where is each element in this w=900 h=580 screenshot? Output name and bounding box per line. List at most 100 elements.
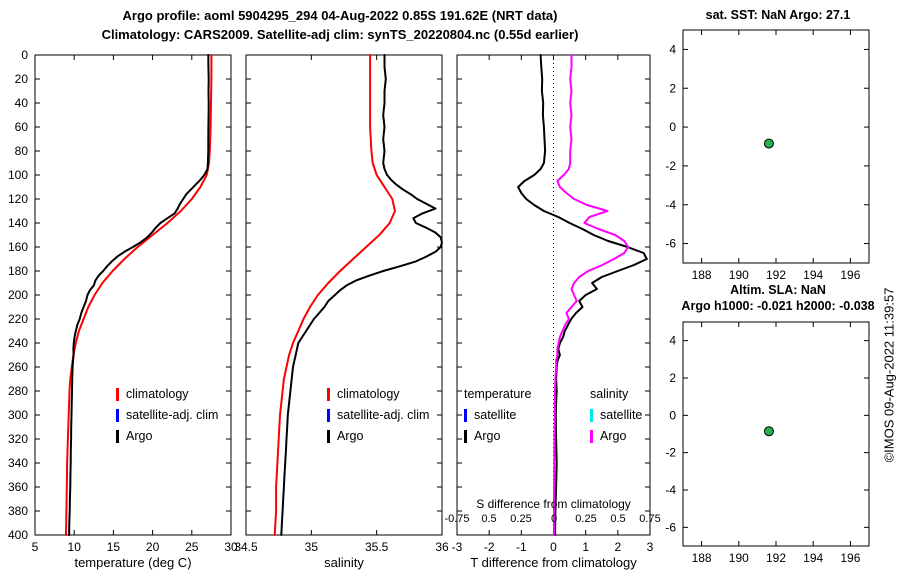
sdiff-tick-label: 0.75 (639, 513, 661, 525)
svg-text:35.5: 35.5 (365, 540, 389, 554)
svg-text:3: 3 (647, 540, 654, 554)
svg-text:-2: -2 (665, 446, 676, 460)
svg-text:280: 280 (8, 384, 28, 398)
svg-text:188: 188 (692, 551, 712, 565)
sdiff-tick-label: 0.25 (510, 513, 532, 525)
salinity-panel-legend: climatology satellite-adj. clim Argo (327, 384, 429, 447)
sdiff-tick-label: 0 (550, 513, 558, 525)
legend-label: climatology (337, 387, 400, 401)
svg-text:188: 188 (692, 268, 712, 282)
svg-text:20: 20 (15, 72, 29, 86)
svg-text:380: 380 (8, 504, 28, 518)
temperature-panel-legend: climatology satellite-adj. clim Argo (116, 384, 218, 447)
svg-text:200: 200 (8, 288, 28, 302)
legend-label: Argo (337, 429, 364, 443)
svg-text:-3: -3 (452, 540, 463, 554)
svg-text:120: 120 (8, 192, 28, 206)
svg-text:0: 0 (669, 408, 676, 422)
sdiff-tick-label: -0.75 (444, 513, 470, 525)
salinity-axis-label: salinity (324, 555, 364, 570)
legend-label: satellite-adj. clim (337, 408, 430, 422)
svg-text:15: 15 (107, 540, 121, 554)
legend-header-temperature: temperature (464, 387, 532, 401)
argo-line-swatch (327, 430, 330, 443)
satellite-adj-line-swatch (116, 409, 119, 422)
svg-text:194: 194 (803, 551, 823, 565)
svg-text:80: 80 (15, 144, 29, 158)
svg-text:-4: -4 (665, 483, 676, 497)
svg-text:-2: -2 (665, 159, 676, 173)
figure-title-line1: Argo profile: aoml 5904295_294 04-Aug-20… (122, 8, 558, 23)
legend-label: satellite (474, 408, 517, 422)
svg-text:5: 5 (32, 540, 39, 554)
legend-label: satellite (600, 408, 643, 422)
svg-text:196: 196 (840, 551, 860, 565)
sla-map-title-line1: Altim. SLA: NaN (730, 283, 826, 297)
tdiff-salinity-legend: salinity satellite Argo (590, 384, 642, 447)
svg-text:-6: -6 (665, 237, 676, 251)
svg-text:4: 4 (669, 42, 676, 56)
tdiff-axis-label: T difference from climatology (470, 555, 637, 570)
legend-item-satellite: satellite (590, 405, 642, 426)
svg-text:0: 0 (21, 48, 28, 62)
legend-item-argo: Argo (464, 426, 531, 447)
svg-text:2: 2 (669, 81, 676, 95)
svg-text:400: 400 (8, 528, 28, 542)
legend-label: Argo (600, 429, 627, 443)
svg-text:160: 160 (8, 240, 28, 254)
tdiff-temperature-legend: temperature satellite Argo (464, 384, 531, 447)
legend-item-argo: Argo (116, 426, 218, 447)
legend-item-argo: Argo (327, 426, 429, 447)
svg-text:10: 10 (68, 540, 82, 554)
svg-text:36: 36 (435, 540, 449, 554)
svg-text:320: 320 (8, 432, 28, 446)
svg-text:1: 1 (582, 540, 589, 554)
legend-item-satellite-adj-clim: satellite-adj. clim (116, 405, 218, 426)
sdiff-tick-label: 0.5 (610, 513, 626, 525)
svg-text:35: 35 (305, 540, 319, 554)
svg-text:25: 25 (185, 540, 199, 554)
sdiff-annotation: S difference from climatology (476, 497, 631, 511)
svg-text:20: 20 (146, 540, 160, 554)
svg-text:194: 194 (803, 268, 823, 282)
svg-text:190: 190 (729, 268, 749, 282)
climatology-line-swatch (327, 388, 330, 401)
svg-text:192: 192 (766, 551, 786, 565)
svg-text:40: 40 (15, 96, 29, 110)
argo-line-swatch (116, 430, 119, 443)
svg-text:340: 340 (8, 456, 28, 470)
svg-text:240: 240 (8, 336, 28, 350)
climatology-line-swatch (116, 388, 119, 401)
svg-text:2: 2 (669, 371, 676, 385)
legend-label: Argo (126, 429, 153, 443)
argo-line-swatch (464, 430, 467, 443)
temperature-axis-label: temperature (deg C) (74, 555, 192, 570)
svg-text:0: 0 (550, 540, 557, 554)
svg-text:100: 100 (8, 168, 28, 182)
svg-text:360: 360 (8, 480, 28, 494)
legend-item-climatology: climatology (116, 384, 218, 405)
imos-watermark: ©IMOS 09-Aug-2022 11:39:57 (881, 287, 897, 463)
legend-item-satellite: satellite (464, 405, 531, 426)
svg-text:34.5: 34.5 (234, 540, 258, 554)
legend-item-climatology: climatology (327, 384, 429, 405)
svg-text:-1: -1 (516, 540, 527, 554)
svg-text:-6: -6 (665, 520, 676, 534)
legend-label: Argo (474, 429, 501, 443)
legend-label: climatology (126, 387, 189, 401)
svg-text:-4: -4 (665, 198, 676, 212)
svg-text:2: 2 (614, 540, 621, 554)
svg-text:196: 196 (840, 268, 860, 282)
sla-map-title-line2: Argo h1000: -0.021 h2000: -0.038 (681, 299, 875, 313)
legend-item-satellite-adj-clim: satellite-adj. clim (327, 405, 429, 426)
svg-text:260: 260 (8, 360, 28, 374)
svg-text:192: 192 (766, 268, 786, 282)
legend-label: satellite-adj. clim (126, 408, 219, 422)
svg-text:300: 300 (8, 408, 28, 422)
svg-text:140: 140 (8, 216, 28, 230)
svg-text:60: 60 (15, 120, 29, 134)
svg-text:220: 220 (8, 312, 28, 326)
svg-text:180: 180 (8, 264, 28, 278)
satellite-salinity-line-swatch (590, 409, 593, 422)
